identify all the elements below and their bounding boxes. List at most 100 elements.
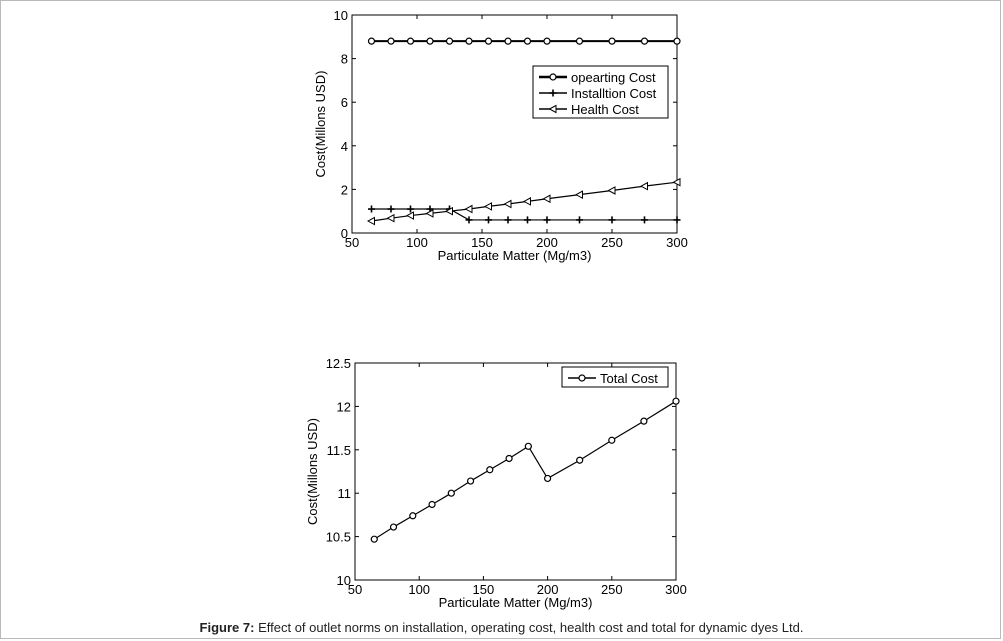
y-tick-label: 8 xyxy=(341,52,348,67)
y-tick-label: 10.5 xyxy=(326,530,351,545)
data-point xyxy=(366,216,375,226)
chart-1: 50 100 150 200 250 300 0 2 4 6 8 10 Particulate Matt… xyxy=(313,8,688,263)
y-tick-label: 4 xyxy=(341,139,348,154)
data-point xyxy=(608,436,616,444)
data-point xyxy=(370,535,378,543)
data-point xyxy=(465,37,473,45)
y-tick-label: 11 xyxy=(338,486,352,501)
data-point xyxy=(640,417,648,425)
legend-swatch-marker xyxy=(548,104,557,114)
x-tick-label: 150 xyxy=(471,235,493,250)
data-point xyxy=(672,177,681,187)
data-point xyxy=(407,205,414,213)
data-point xyxy=(608,37,616,45)
data-point xyxy=(522,197,531,206)
data-point xyxy=(505,454,513,463)
data-point xyxy=(543,37,551,45)
legend-label: Installtion Cost xyxy=(571,86,657,101)
x-axis-title: Particulate Matter (Mg/m3) xyxy=(439,595,593,610)
chart-2: 50 100 150 200 250 300 10 10.5 11 11.5 12 12.5 Parti… xyxy=(305,356,687,610)
data-point xyxy=(483,202,492,211)
caption-text: Effect of outlet norms on installation, … xyxy=(258,620,804,635)
data-point xyxy=(447,489,455,497)
x-tick-label: 200 xyxy=(537,582,559,597)
data-point xyxy=(387,37,395,45)
series-line xyxy=(373,400,677,540)
y-tick-label: 10 xyxy=(334,8,348,23)
data-point xyxy=(406,37,415,45)
data-point xyxy=(574,190,583,199)
data-point xyxy=(524,442,532,450)
x-tick-label: 150 xyxy=(473,582,495,597)
legend-swatch-marker xyxy=(549,73,557,81)
data-point xyxy=(503,199,512,209)
x-tick-label: 50 xyxy=(348,582,362,597)
x-tick-label: 200 xyxy=(536,235,558,250)
x-tick-label: 300 xyxy=(666,235,688,250)
data-point xyxy=(641,216,648,224)
data-point xyxy=(426,37,434,45)
data-point xyxy=(428,500,436,509)
data-point xyxy=(368,205,375,213)
plot-area xyxy=(351,14,678,234)
y-axis-title: Cost(Millons USD) xyxy=(305,418,320,525)
data-point xyxy=(405,211,414,220)
data-point xyxy=(639,181,648,191)
series-total-cost xyxy=(370,397,680,543)
data-point xyxy=(504,37,512,45)
legend-label: opearting Cost xyxy=(571,70,656,85)
x-tick-label: 50 xyxy=(345,235,359,250)
y-tick-label: 12.5 xyxy=(326,356,351,371)
x-tick-label: 100 xyxy=(408,582,430,597)
series-health-cost xyxy=(366,177,681,226)
data-point xyxy=(524,216,531,224)
y-tick-label: 0 xyxy=(341,226,348,241)
data-point xyxy=(523,37,532,45)
x-tick-label: 300 xyxy=(665,582,687,597)
data-point xyxy=(444,206,453,216)
y-tick-label: 2 xyxy=(341,182,348,197)
data-point xyxy=(576,216,583,224)
data-point xyxy=(466,477,475,485)
caption-label: Figure 7: xyxy=(199,620,255,635)
data-point xyxy=(640,37,649,45)
data-point xyxy=(367,37,376,45)
y-tick-label: 6 xyxy=(341,95,348,110)
x-tick-label: 250 xyxy=(601,582,623,597)
data-point xyxy=(607,186,616,195)
y-tick-label: 11.5 xyxy=(327,443,351,458)
plot-area xyxy=(354,362,677,581)
data-point xyxy=(486,466,494,474)
x-axis-title: Particulate Matter (Mg/m3) xyxy=(438,248,592,263)
data-point xyxy=(673,37,681,45)
legend-swatch-marker xyxy=(549,89,557,97)
legend-label: Total Cost xyxy=(600,371,658,386)
data-point xyxy=(542,194,551,204)
data-point xyxy=(672,397,680,405)
data-point xyxy=(387,205,395,213)
data-point xyxy=(543,474,552,483)
data-point xyxy=(484,37,493,45)
data-point xyxy=(389,523,398,531)
legend-label: Health Cost xyxy=(571,102,639,117)
data-point xyxy=(445,37,454,45)
data-point xyxy=(386,213,395,223)
figure-caption: Figure 7: Effect of outlet norms on inst… xyxy=(0,620,1003,635)
data-point xyxy=(543,216,551,224)
data-point xyxy=(465,216,473,224)
data-point xyxy=(673,216,681,224)
x-tick-label: 100 xyxy=(406,235,428,250)
y-tick-label: 10 xyxy=(337,573,351,588)
data-point xyxy=(608,216,616,224)
legend: Total Cost xyxy=(561,366,669,388)
data-point xyxy=(425,209,434,218)
data-point xyxy=(485,216,492,224)
data-point xyxy=(575,37,584,45)
x-tick-label: 250 xyxy=(601,235,623,250)
data-point xyxy=(464,204,473,214)
legend-swatch-marker xyxy=(578,374,586,382)
series-opearting-cost xyxy=(367,37,681,45)
